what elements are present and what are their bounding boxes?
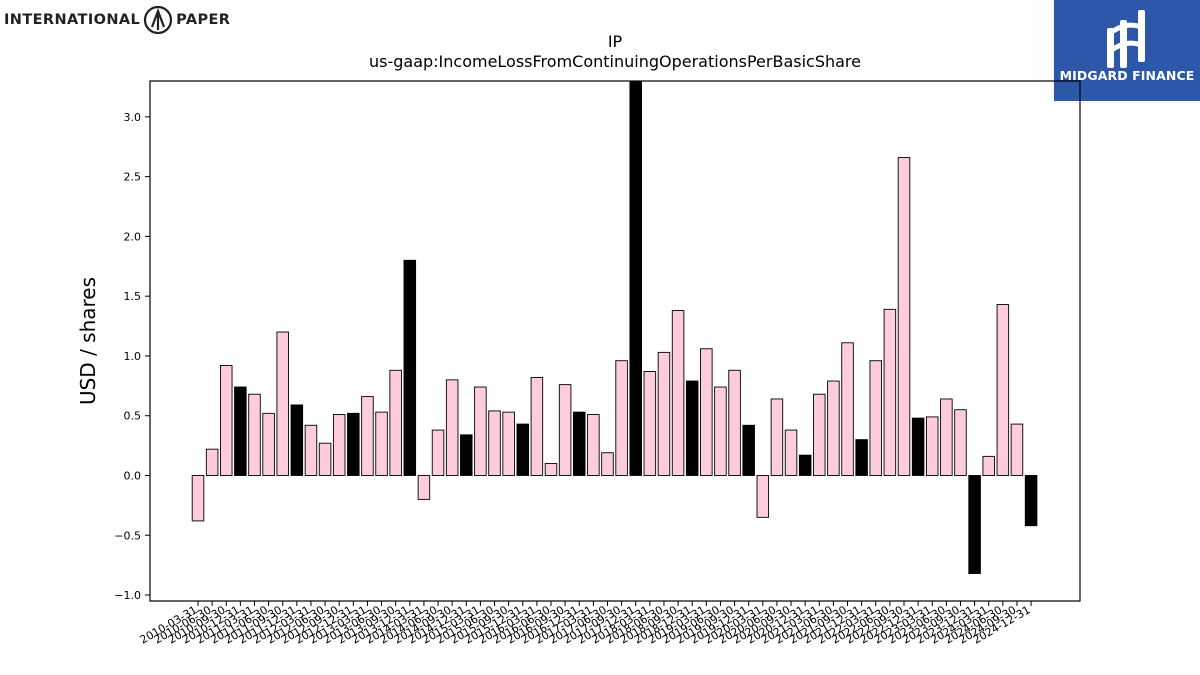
bar-2024-06-30: [996, 304, 1010, 476]
bar-2013-03-31: [361, 396, 374, 476]
bar-2020-09-30: [784, 429, 798, 476]
bar-2023-09-30: [954, 409, 967, 476]
company-name-left: INTERNATIONAL: [4, 12, 141, 28]
bar-2017-12-31: [629, 80, 642, 476]
bar-2014-03-31: [417, 475, 431, 500]
bar-2020-03-31: [756, 475, 770, 518]
bars-group: [191, 80, 1038, 574]
bar-2024-03-31: [982, 455, 995, 476]
international-paper-logo: INTERNATIONAL PAPER: [4, 5, 231, 35]
chart-subtitle: us-gaap:IncomeLossFromContinuingOperatio…: [368, 52, 861, 71]
bar-2013-12-31: [403, 259, 417, 476]
bar-2023-06-30: [940, 398, 953, 476]
bar-2010-03-31: [191, 475, 205, 522]
plot-frame: [149, 80, 1081, 602]
bar-2021-12-31: [855, 439, 868, 476]
bar-2018-06-30: [657, 351, 671, 476]
bar-2019-09-30: [728, 369, 741, 476]
y-tick-label: 0.5: [124, 410, 142, 423]
bar-2022-12-31: [911, 417, 925, 476]
bar-2020-06-30: [770, 398, 784, 476]
bar-2018-12-31: [685, 380, 699, 476]
international-paper-logo-icon: [144, 5, 173, 35]
bar-2018-03-31: [643, 371, 657, 476]
bar-2021-09-30: [841, 342, 854, 476]
bar-2024-09-30: [1010, 423, 1024, 476]
bar-2015-03-31: [474, 386, 487, 476]
partner-name: MIDGARD FINANCE: [1059, 68, 1195, 83]
y-tick-label: 2.0: [124, 230, 142, 243]
bar-2010-06-30: [205, 448, 219, 476]
bar-2017-03-31: [587, 414, 600, 476]
bar-2018-09-30: [671, 310, 685, 476]
y-tick-label: 1.5: [124, 290, 142, 303]
bar-2021-03-31: [813, 393, 826, 476]
bar-2012-12-31: [347, 412, 360, 476]
y-tick-label: −1.0: [114, 589, 141, 602]
bar-2023-03-31: [925, 416, 939, 476]
x-axis: 2010-03-312010-06-302010-09-302010-12-31…: [138, 601, 1033, 647]
bar-2022-03-31: [869, 360, 883, 476]
bar-2019-12-31: [742, 424, 755, 476]
bar-2016-12-31: [572, 411, 586, 476]
bar-2022-09-30: [897, 157, 911, 476]
bar-2012-03-31: [304, 424, 318, 476]
bar-2016-06-30: [544, 463, 558, 476]
midgard-finance-logo: MIDGARD FINANCE: [1054, 0, 1200, 101]
y-tick-label: 2.5: [124, 171, 142, 184]
bar-2011-06-30: [262, 412, 275, 476]
bar-2015-06-30: [488, 410, 501, 476]
bar-2024-12-31: [1024, 475, 1038, 527]
y-tick-label: 3.0: [124, 111, 142, 124]
y-tick-label: −0.5: [114, 529, 141, 542]
bar-2016-09-30: [558, 384, 572, 476]
bar-2019-03-31: [700, 348, 713, 476]
bar-2010-09-30: [219, 365, 233, 476]
bar-2020-12-31: [798, 454, 812, 476]
bar-2021-06-30: [827, 380, 840, 476]
bar-2013-09-30: [389, 369, 402, 476]
y-tick-label: 1.0: [124, 350, 142, 363]
bar-2015-12-31: [516, 423, 530, 476]
y-tick-label: 0.0: [124, 469, 142, 482]
bar-2010-12-31: [234, 386, 247, 476]
y-axis: −1.0 −0.5 0.0 0.5 1.0 1.5 2.0 2.5 3.0: [114, 111, 150, 602]
bar-2011-12-31: [290, 404, 304, 476]
bar-2011-09-30: [276, 331, 289, 476]
bar-2022-06-30: [883, 308, 897, 476]
company-name-right: PAPER: [176, 12, 231, 28]
bar-2013-06-30: [375, 411, 388, 476]
bar-2017-09-30: [615, 360, 628, 476]
bar-2014-09-30: [445, 379, 459, 476]
bar-2012-09-30: [332, 414, 346, 476]
bar-2011-03-31: [248, 393, 261, 476]
chart-title: IP: [607, 32, 623, 51]
bar-2023-12-31: [968, 475, 981, 574]
bar-2016-03-31: [530, 377, 544, 476]
bar-2012-06-30: [318, 442, 332, 476]
bar-2015-09-30: [502, 411, 515, 476]
bar-2014-06-30: [431, 429, 445, 476]
bar-2017-06-30: [601, 452, 614, 476]
bar-2014-12-31: [460, 434, 473, 476]
bar-2019-06-30: [714, 386, 727, 476]
midgard-rune-logo-icon: [1054, 0, 1200, 101]
